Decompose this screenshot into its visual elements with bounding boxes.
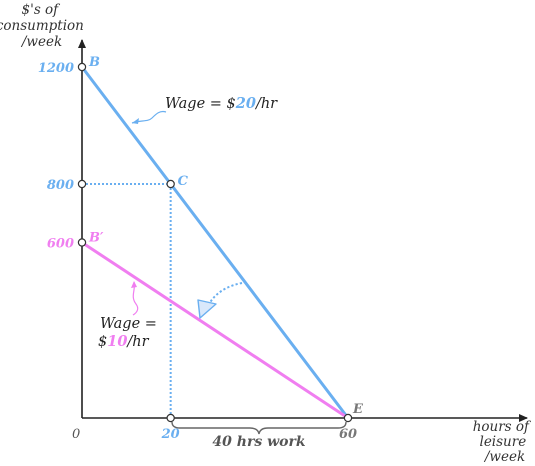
- series-line-1: [80, 65, 350, 420]
- wage-low-number: 10: [107, 333, 127, 350]
- wage-low-line-1: Wage =: [100, 316, 157, 332]
- y-point-marker-1: [77, 62, 87, 72]
- point-label-3: B′: [88, 231, 104, 246]
- x-axis-label-line-2: leisure: [480, 434, 527, 450]
- y-axis-label-line-2: consumption: [0, 18, 84, 34]
- origin-label: 0: [72, 427, 80, 442]
- point-e-label: E: [352, 402, 364, 417]
- x-tick-label-1: 20: [161, 427, 180, 442]
- wage-low-label: Wage =: [100, 316, 157, 332]
- x-axis-label-line-1: hours of: [473, 419, 531, 435]
- x-axis-label-line-3: /week: [483, 449, 525, 465]
- rotation-arrow-head: [197, 299, 217, 319]
- work-hours-brace: [171, 421, 347, 435]
- y-tick-label-1: 1200: [38, 61, 74, 76]
- y-axis-label-line-1: $'s of: [22, 2, 61, 18]
- wage-low-suffix: /hr: [125, 334, 149, 350]
- y-axis-label-line-3: /week: [20, 34, 62, 50]
- point-label-2: C: [178, 174, 189, 189]
- y-point-marker-2: [77, 179, 87, 189]
- wage-low-line-2: $10/hr: [98, 333, 150, 350]
- wage-low-prefix: $: [98, 334, 107, 350]
- series-line-2: [80, 241, 350, 420]
- wage-high-number: 20: [235, 95, 256, 112]
- rotation-arrow: [207, 282, 243, 307]
- work-hours-label: 40 hrs work: [212, 434, 305, 450]
- wage-high-suffix: /hr: [254, 96, 278, 112]
- wage-low-pointer-head: [131, 281, 137, 288]
- y-tick-label-3: 600: [47, 237, 74, 252]
- wage-high-pointer-head: [132, 118, 139, 124]
- wage-high-pointer: [131, 110, 167, 124]
- point-label-1: B: [88, 55, 100, 70]
- x-tick-label-2: 60: [339, 427, 357, 442]
- point-c-marker: [166, 179, 175, 189]
- x-point-marker-1: [166, 413, 175, 423]
- wage-high-prefix: Wage = $: [165, 96, 236, 112]
- svg-text:$'s of consumption /we: $'s of consumption /week: [0, 2, 88, 50]
- y-tick-label-2: 800: [47, 178, 74, 193]
- wage-high-label: Wage = $20/hr: [165, 95, 278, 112]
- svg-text:hours of leisure /week: hours of leisure /week: [473, 419, 534, 465]
- y-point-marker-3: [77, 238, 87, 247]
- x-point-marker-2: [343, 413, 353, 423]
- wage-low-pointer: [132, 281, 139, 316]
